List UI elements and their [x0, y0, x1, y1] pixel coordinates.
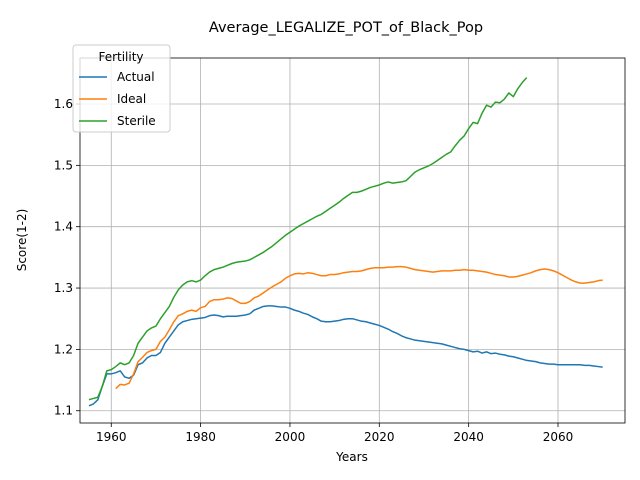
series-line-actual [88, 305, 603, 407]
chart-title: Average_LEGALIZE_POT_of_Black_Pop [209, 20, 483, 36]
legend-label-sterile: Sterile [117, 114, 156, 128]
grid-lines [80, 58, 625, 423]
y-tick-label: 1.2 [54, 342, 73, 356]
x-axis-label: Years [335, 450, 368, 464]
y-tick-label: 1.3 [54, 281, 73, 295]
y-axis: 1.1 1.2 1.3 1.4 1.5 1.6 [54, 97, 80, 418]
legend-label-ideal: Ideal [117, 92, 146, 106]
x-tick-label: 1980 [185, 430, 216, 444]
plot-frame [79, 57, 626, 424]
x-tick-label: 2060 [543, 430, 574, 444]
x-axis: 1960 1980 2000 2020 2040 2060 [96, 423, 573, 444]
y-tick-label: 1.5 [54, 158, 73, 172]
legend: Fertility Actual Ideal Sterile [72, 44, 171, 133]
y-tick-label: 1.1 [54, 404, 73, 418]
series-line-sterile [88, 77, 528, 401]
x-tick-label: 1960 [96, 430, 127, 444]
legend-box [72, 44, 171, 133]
x-tick-label: 2040 [453, 430, 484, 444]
legend-label-actual: Actual [117, 70, 155, 84]
legend-title: Fertility [98, 50, 143, 64]
y-tick-label: 1.4 [54, 220, 73, 234]
y-tick-label: 1.6 [54, 97, 73, 111]
series-line-ideal [115, 265, 603, 390]
series-lines [88, 77, 603, 407]
x-tick-label: 2000 [275, 430, 306, 444]
x-tick-label: 2020 [364, 430, 395, 444]
y-axis-label: Score(1-2) [15, 209, 29, 272]
